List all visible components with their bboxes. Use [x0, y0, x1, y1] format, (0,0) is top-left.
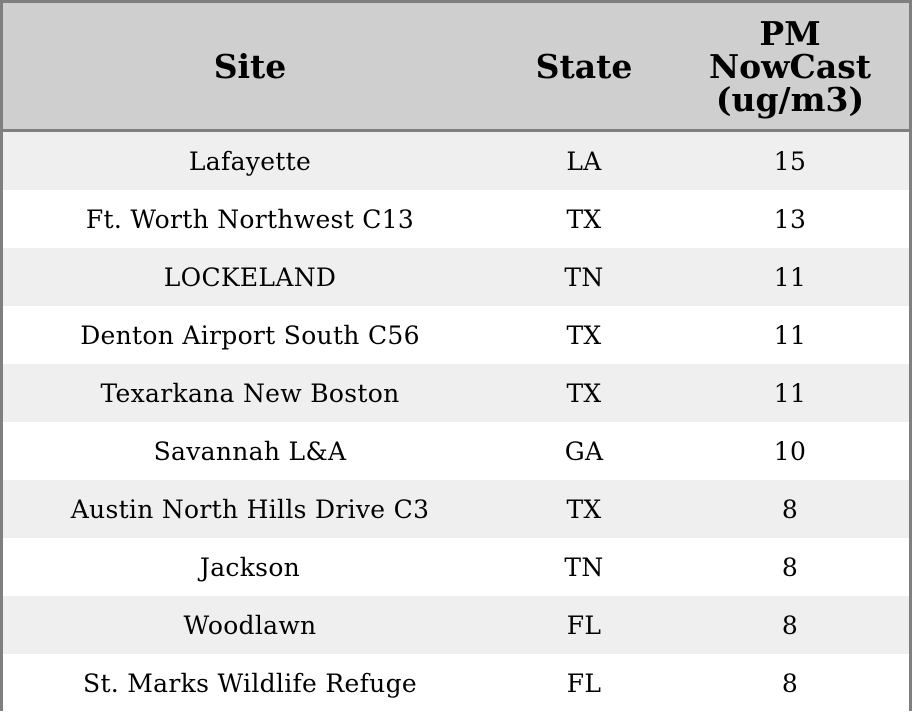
- state-cell: FL: [566, 668, 602, 698]
- table-row: LOCKELAND TN 11: [3, 248, 909, 306]
- pm-value-cell: 13: [773, 204, 807, 234]
- state-cell: LA: [566, 146, 602, 176]
- column-header-pm-nowcast: PM NowCast (ug/m3): [708, 13, 872, 119]
- site-cell: Lafayette: [188, 146, 312, 176]
- state-cell: FL: [566, 610, 602, 640]
- state-cell: GA: [564, 436, 604, 466]
- state-cell: TX: [566, 494, 602, 524]
- table-row: Denton Airport South C56 TX 11: [3, 306, 909, 364]
- table-header-row: Site State PM NowCast (ug/m3): [3, 3, 909, 132]
- state-cell: TX: [566, 378, 602, 408]
- state-cell: TN: [564, 262, 604, 292]
- table-row: Austin North Hills Drive C3 TX 8: [3, 480, 909, 538]
- state-cell: TX: [566, 320, 602, 350]
- pm-value-cell: 11: [773, 320, 807, 350]
- table-row: Lafayette LA 15: [3, 132, 909, 190]
- column-header-site: Site: [213, 46, 287, 86]
- table-row: Woodlawn FL 8: [3, 596, 909, 654]
- site-cell: Jackson: [199, 552, 301, 582]
- pm-value-cell: 8: [781, 552, 799, 582]
- table-body: Lafayette LA 15 Ft. Worth Northwest C13 TX 13…: [3, 132, 909, 712]
- site-cell: Denton Airport South C56: [80, 320, 420, 350]
- pm-value-cell: 11: [773, 378, 807, 408]
- site-cell: Texarkana New Boston: [100, 378, 400, 408]
- pm-value-cell: 11: [773, 262, 807, 292]
- pm-value-cell: 10: [773, 436, 807, 466]
- table-row: St. Marks Wildlife Refuge FL 8: [3, 654, 909, 712]
- column-header-state: State: [535, 46, 633, 86]
- site-cell: LOCKELAND: [163, 262, 337, 292]
- pm-value-cell: 8: [781, 668, 799, 698]
- site-cell: Woodlawn: [183, 610, 317, 640]
- site-cell: St. Marks Wildlife Refuge: [83, 668, 417, 698]
- table-row: Ft. Worth Northwest C13 TX 13: [3, 190, 909, 248]
- state-cell: TX: [566, 204, 602, 234]
- site-cell: Ft. Worth Northwest C13: [85, 204, 415, 234]
- pm-value-cell: 8: [781, 494, 799, 524]
- pm-value-cell: 15: [773, 146, 807, 176]
- table-row: Savannah L&A GA 10: [3, 422, 909, 480]
- table-row: Texarkana New Boston TX 11: [3, 364, 909, 422]
- state-cell: TN: [564, 552, 604, 582]
- site-cell: Austin North Hills Drive C3: [70, 494, 430, 524]
- site-cell: Savannah L&A: [153, 436, 347, 466]
- table-row: Jackson TN 8: [3, 538, 909, 596]
- pm-value-cell: 8: [781, 610, 799, 640]
